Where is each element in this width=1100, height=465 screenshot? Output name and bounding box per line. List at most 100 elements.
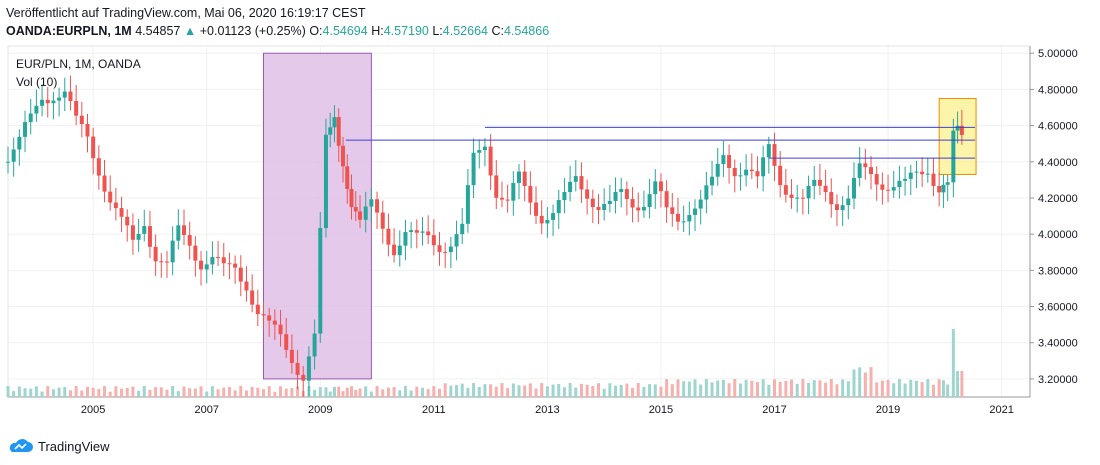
candle-body [267,315,272,321]
volume-bar [920,382,924,397]
candle-body [721,155,726,164]
candle-body [812,179,817,186]
volume-bar [51,389,55,397]
volume-bar [619,385,623,397]
volume-bar [551,384,555,397]
candle-body [710,176,715,186]
candle-body [681,221,686,223]
low-value: 4.52664 [442,24,488,38]
volume-bar [755,382,759,397]
candle-body [863,163,868,168]
volume-bar [665,379,669,397]
candle-body [693,208,698,215]
candle-body [336,117,341,146]
volume-bar [74,386,78,397]
candle-body [250,290,255,305]
candle-body [834,204,839,211]
volume-bar [517,385,521,397]
volume-bar [500,383,504,397]
candle-body [102,175,107,192]
volume-bar [284,388,288,397]
candle-body [846,198,851,206]
volume-bar [332,386,336,397]
volume-bar [328,391,332,397]
candle-body [914,171,919,173]
x-tick-label: 2021 [989,404,1013,416]
volume-bar [267,386,271,397]
volume-bar [438,388,442,397]
candle-body [91,136,96,159]
volume-bar [909,379,913,397]
volume-bar [778,381,782,397]
candle-body [460,223,465,235]
volume-bar [176,391,180,397]
volume-bar [34,386,38,397]
volume-bar [494,386,498,397]
candle-body [437,245,442,252]
volume-bar [17,386,21,397]
candle-body [349,188,354,208]
volume-bar [159,387,163,397]
x-tick-label: 2017 [762,404,786,416]
volume-bar [773,379,776,397]
candle-body [284,334,289,350]
candle-body [142,226,147,234]
candle-body [517,171,521,183]
candle-body [11,149,16,162]
volume-bar [761,379,765,397]
volume-bar [29,388,33,397]
candle-body [482,146,487,151]
volume-bar [659,386,663,397]
candle-body [443,251,448,253]
candle-body [959,125,964,135]
volume-bar [710,382,714,397]
x-tick-label: 2013 [535,404,559,416]
tradingview-brand[interactable]: TradingView [38,438,110,454]
volume-bar [642,386,646,397]
candle-body [732,167,737,177]
candle-body [238,267,243,282]
volume-bar [824,382,828,397]
volume-bar [103,386,107,397]
volume-bar [341,391,345,397]
candle-body [216,257,221,259]
candle-body [941,184,946,193]
volume-bar [364,386,368,397]
candle-body [590,198,595,208]
high-value: 4.57190 [383,24,429,38]
volume-bar [188,388,192,397]
candle-body [136,233,141,240]
symbol-label: OANDA:EURPLN, 1M [6,24,132,38]
volume-bar [946,384,950,397]
volume-bar [608,383,612,397]
volume-bar [381,389,385,397]
candle-body [210,257,215,265]
y-tick-label: 4.00000 [1038,229,1078,241]
volume-bar [216,389,220,397]
candle-body [454,234,459,247]
candle-body [318,228,323,334]
candle-body [613,191,618,201]
candle-body [488,146,493,176]
candle-body [204,264,209,270]
volume-bar [693,379,697,397]
volume-bar [398,390,402,397]
volume-bar [125,388,129,397]
volume-bar [863,372,867,397]
volume-bar [483,384,487,397]
candle-body [261,314,266,316]
candle-body [79,115,84,125]
candle-body [403,232,408,246]
y-tick-label: 4.60000 [1038,121,1078,133]
candle-body [772,144,777,166]
volume-bar [256,387,260,397]
candle-body [551,213,556,220]
volume-bar [80,390,84,397]
volume-bar [477,386,481,397]
candle-body [96,158,101,176]
price-chart[interactable]: 5.00000 4.80000 4.60000 4.40000 4.20000 4.000… [0,42,1100,430]
volume-bar [131,386,135,397]
candle-body [556,200,561,214]
candle-body [522,171,527,187]
candle-body [562,192,567,201]
